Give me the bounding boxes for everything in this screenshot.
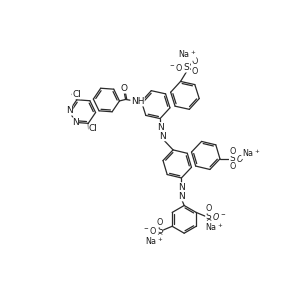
Text: Na$^+$: Na$^+$ <box>178 49 196 60</box>
Text: S: S <box>157 226 163 235</box>
Text: S: S <box>229 154 235 163</box>
Text: Na$^+$: Na$^+$ <box>205 221 223 233</box>
Text: O: O <box>157 233 163 242</box>
Text: S: S <box>205 212 211 221</box>
Text: O: O <box>191 67 198 76</box>
Text: N: N <box>157 123 164 132</box>
Text: NH: NH <box>131 97 144 106</box>
Text: O: O <box>229 162 235 171</box>
Text: O: O <box>157 218 163 227</box>
Text: $O^-$: $O^-$ <box>236 153 250 164</box>
Text: $^-$O: $^-$O <box>142 225 157 236</box>
Text: O: O <box>205 204 212 213</box>
Text: $O^-$: $O^-$ <box>212 211 226 222</box>
Text: O: O <box>121 84 128 93</box>
Text: Cl: Cl <box>89 124 98 133</box>
Text: Na$^+$: Na$^+$ <box>242 147 260 158</box>
Text: N: N <box>178 183 185 192</box>
Text: N: N <box>159 132 166 141</box>
Text: O: O <box>191 57 198 66</box>
Text: N: N <box>72 118 79 127</box>
Text: Na$^+$: Na$^+$ <box>145 235 164 247</box>
Text: S: S <box>184 63 190 72</box>
Text: N: N <box>178 192 185 201</box>
Text: O: O <box>205 219 212 228</box>
Text: $^-$O: $^-$O <box>168 62 184 73</box>
Text: O: O <box>229 147 235 156</box>
Text: Cl: Cl <box>72 90 81 99</box>
Text: N: N <box>66 106 73 115</box>
